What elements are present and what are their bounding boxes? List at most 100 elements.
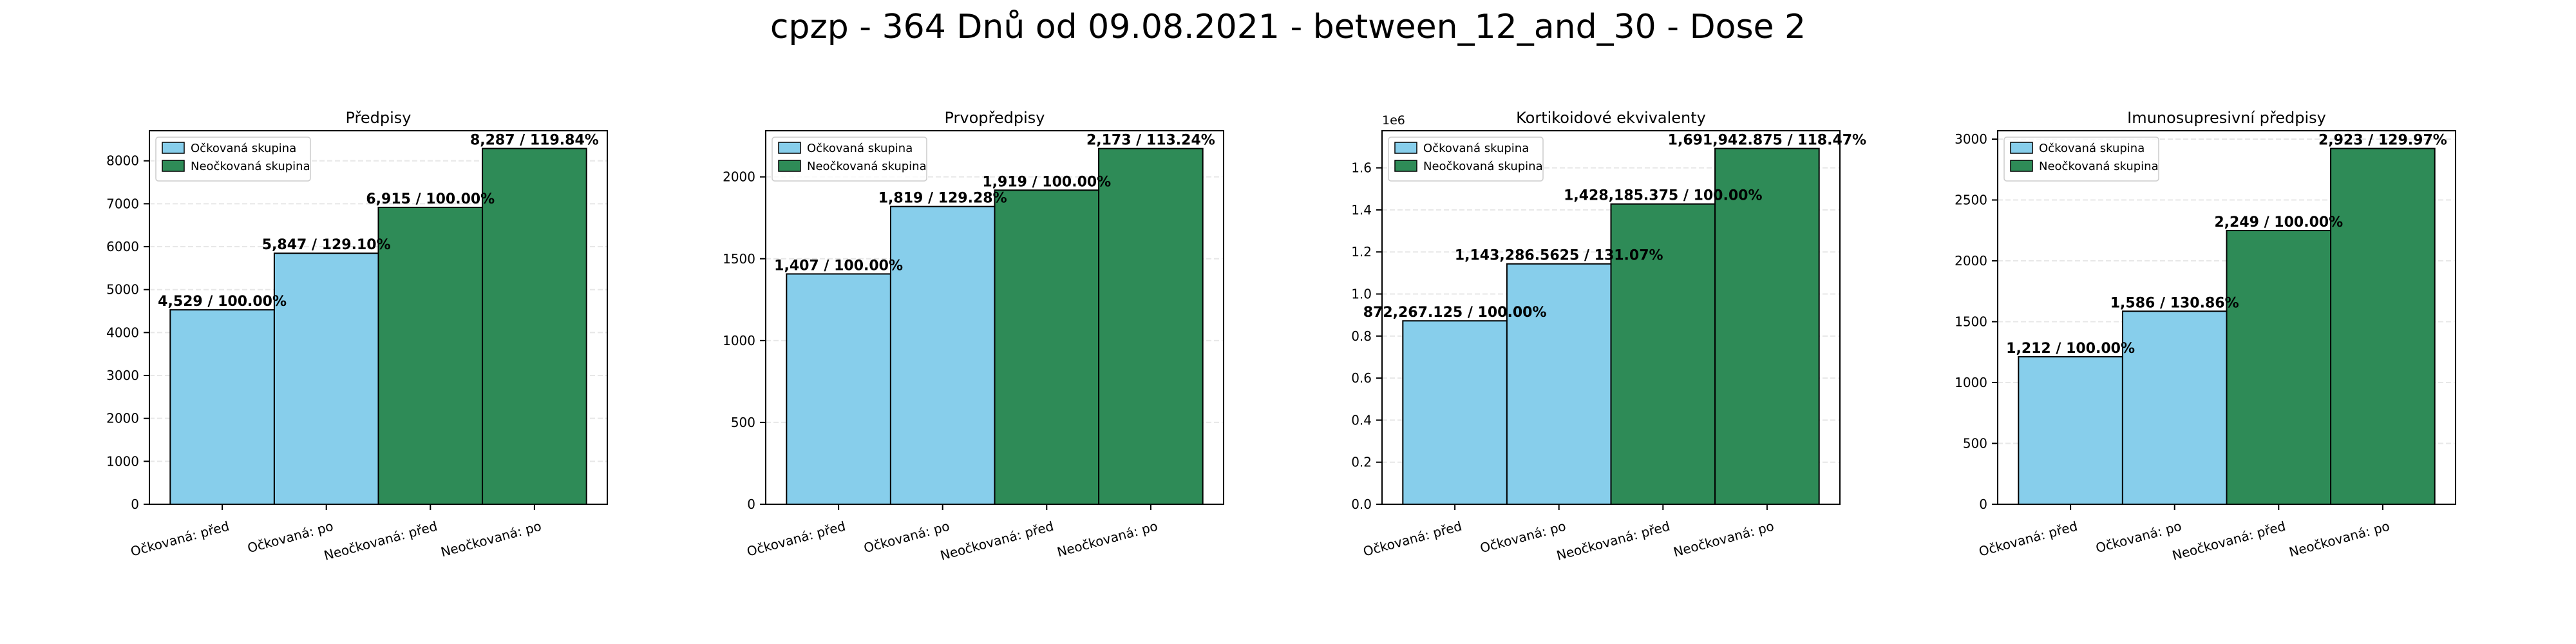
y-tick-label: 0.8 [1351, 328, 1372, 344]
bar [2121, 310, 2228, 505]
y-tick-label: 0 [1979, 497, 1987, 512]
y-tick-label: 1.2 [1351, 244, 1372, 260]
legend-label: Očkovaná skupina [1423, 142, 1529, 155]
x-tick-label: Neočkovaná: po [2287, 518, 2391, 560]
legend-swatch [2010, 142, 2033, 154]
y-scale-note: 1e6 [1382, 113, 1405, 128]
bar [2018, 355, 2123, 505]
legend-box [772, 137, 927, 182]
x-tick-label: Neočkovaná: po [1056, 518, 1159, 560]
axes-frame [765, 130, 1224, 505]
x-tick-label: Neočkovaná: před [1555, 518, 1671, 564]
axes-frame [149, 130, 608, 505]
bar-value-label: 4,529 / 100.00% [158, 294, 287, 310]
legend-label: Neočkovaná skupina [1423, 160, 1543, 173]
x-tick-label: Očkovaná: před [129, 518, 231, 560]
chart-panel: 0 500 1000 1500 2000 Očkovaná: před Očkovaná: … [723, 109, 1224, 564]
bar [889, 205, 996, 505]
bar-value-label: 1,212 / 100.00% [2006, 341, 2135, 357]
axes-frame [1997, 130, 2456, 505]
y-tick-label: 500 [1963, 436, 1987, 451]
chart-title: Prvopředpisy [945, 109, 1045, 127]
y-tick-label: 0.4 [1351, 412, 1372, 428]
y-tick-label: 1000 [1955, 375, 1987, 390]
y-tick-label: 1000 [106, 453, 139, 469]
y-tick-label: 2500 [1955, 193, 1987, 208]
chart-title: Imunosupresivní předpisy [2127, 109, 2326, 127]
legend-swatch [162, 160, 185, 172]
bar-value-label: 8,287 / 119.84% [470, 133, 599, 149]
x-tick-label: Očkovaná: po [862, 518, 951, 556]
legend-swatch [2010, 160, 2033, 172]
bar [273, 252, 379, 505]
x-tick-label: Neočkovaná: po [439, 518, 543, 560]
bar [1714, 147, 1820, 506]
chart-title: Předpisy [346, 109, 412, 127]
y-tick-label: 8000 [106, 153, 139, 169]
y-tick-label: 6000 [106, 239, 139, 254]
legend: Očkovaná skupina Neočkovaná skupina [772, 137, 927, 182]
bar [786, 273, 891, 505]
x-tick-label: Neočkovaná: před [2170, 518, 2287, 564]
bar [169, 309, 275, 505]
bar [377, 207, 484, 505]
chart-panel: 0 500 1000 1500 2000 2500 3000 Očkovaná: před Oč… [1955, 109, 2456, 564]
chart-panel: 0.0 0.2 0.4 0.6 0.8 1.0 1.2 1.4 1.6 1e6 Očkovaná: … [1351, 109, 1866, 564]
bar-value-label: 2,249 / 100.00% [2214, 214, 2343, 231]
chart-panel: 0 1000 2000 3000 4000 5000 6000 7000 8000 Očkovan… [106, 109, 608, 564]
axes-frame [1381, 130, 1841, 505]
y-tick-label: 2000 [106, 411, 139, 426]
y-tick-label: 500 [731, 415, 755, 430]
legend-label: Neočkovaná skupina [2039, 160, 2159, 173]
y-tick-label: 5000 [106, 282, 139, 298]
y-tick-label: 4000 [106, 325, 139, 340]
bar [482, 147, 587, 506]
bar-value-label: 2,923 / 129.97% [2318, 133, 2447, 149]
legend-label: Neočkovaná skupina [807, 160, 927, 173]
bar-value-label: 6,915 / 100.00% [366, 191, 495, 207]
x-tick-label: Očkovaná: před [745, 518, 847, 560]
legend-label: Očkovaná skupina [807, 142, 913, 155]
legend-box [155, 137, 311, 182]
bar-value-label: 1,428,185.375 / 100.00% [1564, 188, 1762, 204]
x-tick-label: Očkovaná: před [1361, 518, 1463, 560]
x-tick-label: Neočkovaná: před [322, 518, 439, 564]
chart-title: Kortikoidové ekvivalenty [1516, 109, 1706, 127]
y-tick-label: 0.2 [1351, 455, 1372, 470]
y-tick-label: 2000 [1955, 253, 1987, 269]
bar [1098, 147, 1204, 505]
bar-value-label: 1,586 / 130.86% [2110, 295, 2239, 311]
y-tick-label: 0.6 [1351, 370, 1372, 386]
bar-value-label: 872,267.125 / 100.00% [1363, 305, 1547, 321]
legend-label: Očkovaná skupina [2039, 142, 2145, 155]
legend: Očkovaná skupina Neočkovaná skupina [155, 137, 311, 182]
y-tick-label: 3000 [106, 368, 139, 383]
legend-swatch [778, 160, 801, 172]
x-tick-label: Očkovaná: po [1479, 518, 1567, 556]
y-tick-label: 0 [131, 497, 139, 512]
figure-title: cpzp - 364 Dnů od 09.08.2021 - between_1… [770, 8, 1806, 46]
y-tick-label: 2000 [723, 169, 755, 185]
bar-value-label: 1,691,942.875 / 118.47% [1668, 133, 1866, 149]
y-tick-label: 1.6 [1351, 160, 1372, 176]
legend: Očkovaná skupina Neočkovaná skupina [2003, 137, 2159, 182]
legend-label: Neočkovaná skupina [191, 160, 310, 173]
bar [2226, 229, 2332, 505]
x-tick-label: Neočkovaná: po [1672, 518, 1776, 560]
bar [1506, 263, 1612, 505]
y-tick-label: 1500 [1955, 314, 1987, 330]
bar [1402, 320, 1508, 505]
y-tick-label: 1000 [723, 333, 755, 348]
y-tick-label: 3000 [1955, 131, 1987, 147]
legend-swatch [1394, 160, 1417, 172]
bar-value-label: 1,143,286.5625 / 131.07% [1455, 248, 1663, 264]
y-tick-label: 7000 [106, 196, 139, 211]
bar [2330, 147, 2436, 506]
legend-swatch [162, 142, 185, 154]
bar-value-label: 1,407 / 100.00% [774, 258, 903, 274]
bar-value-label: 5,847 / 129.10% [262, 237, 391, 253]
legend: Očkovaná skupina Neočkovaná skupina [1388, 137, 1544, 182]
legend-label: Očkovaná skupina [191, 142, 296, 155]
y-tick-label: 1500 [723, 251, 755, 267]
